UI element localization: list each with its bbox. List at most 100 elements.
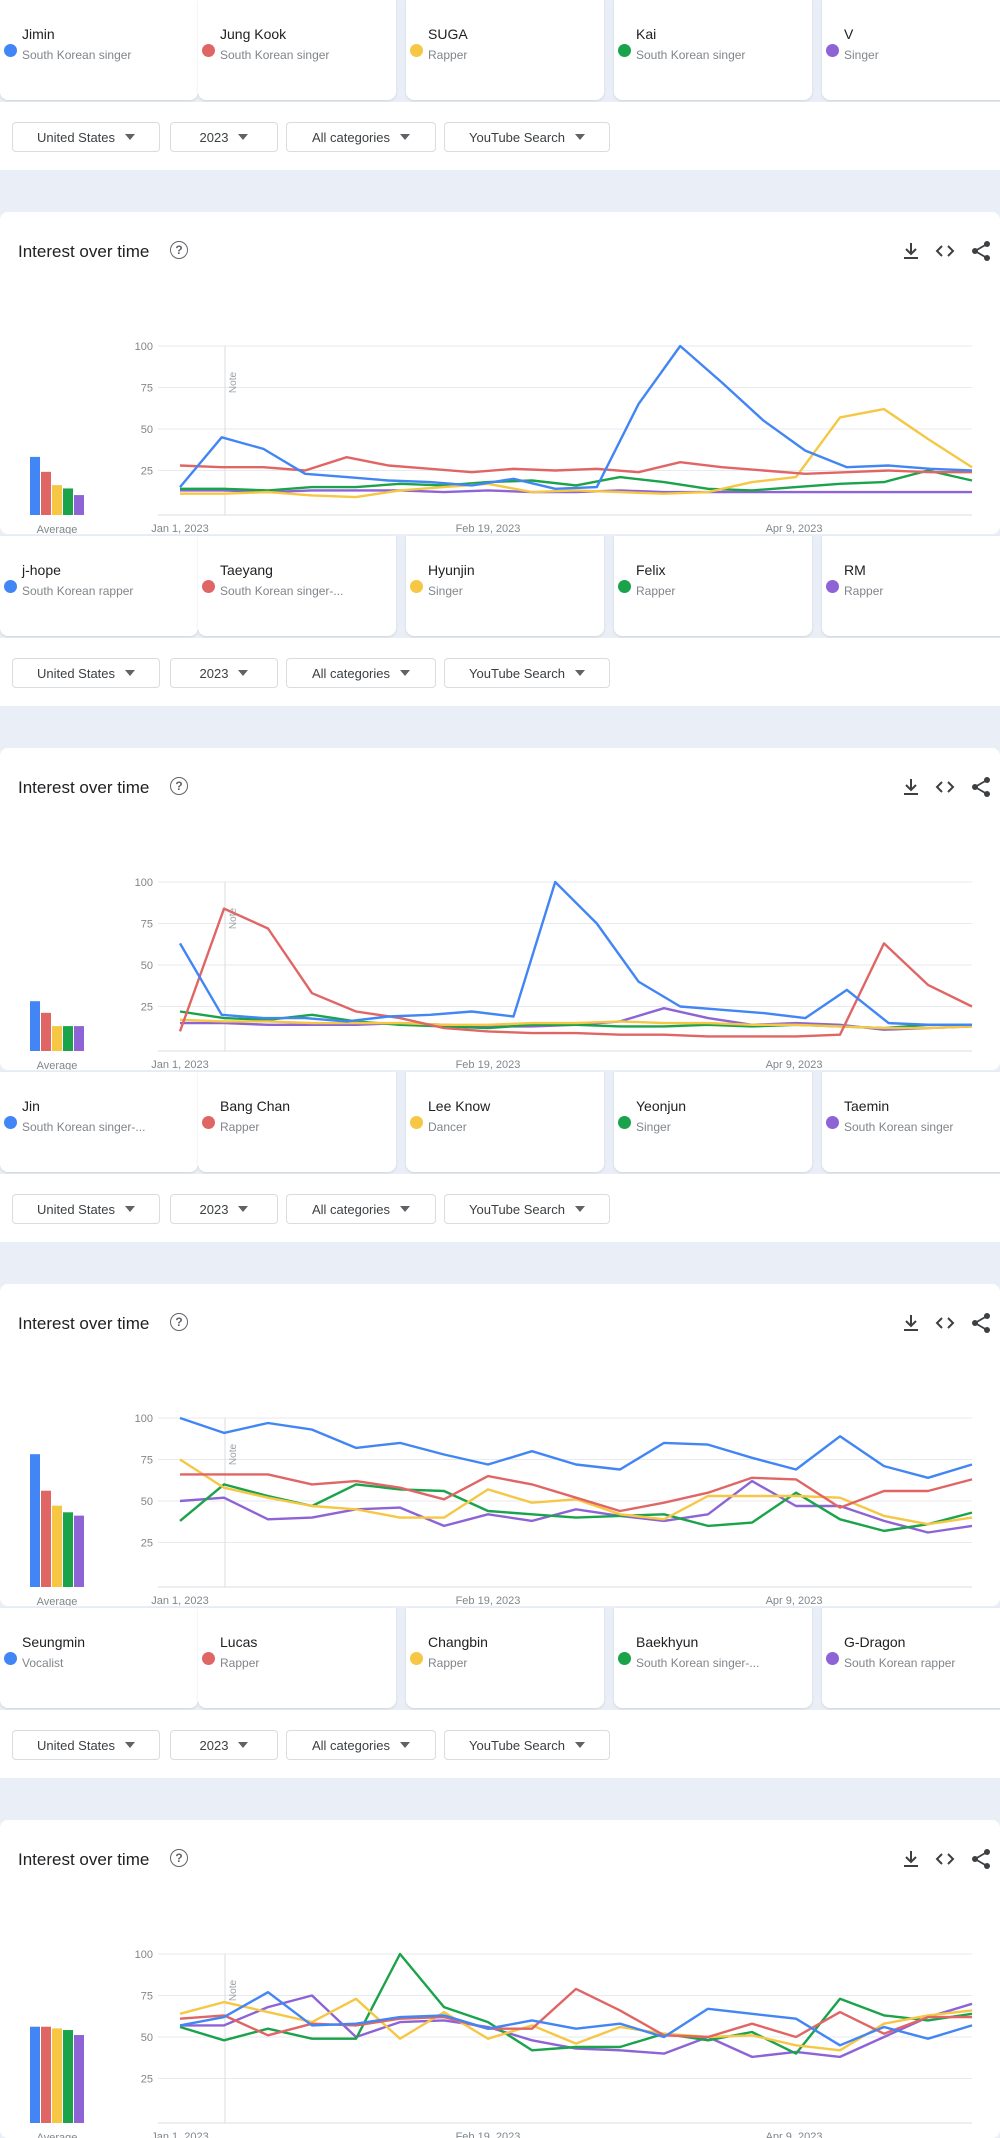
term-card[interactable]: Lucas Rapper [198, 1608, 396, 1708]
term-card[interactable]: Changbin Rapper [406, 1608, 604, 1708]
help-icon[interactable]: ? [170, 1313, 188, 1331]
region-dropdown[interactable]: United States [12, 122, 160, 152]
term-card[interactable]: Hyunjin Singer [406, 536, 604, 636]
caret-down-icon [400, 134, 411, 140]
year-dropdown-label: 2023 [199, 665, 229, 681]
term-name: Seungmin [22, 1634, 86, 1650]
embed-icon[interactable] [934, 240, 956, 262]
interest-chart: 100 75 50 25 Note Jan 1, 2023 Feb 19, 2023 Apr … [30, 877, 973, 1070]
y-tick-label: 75 [141, 1455, 153, 1467]
filter-bar: United States 2023 All categories YouTube S… [0, 102, 1000, 170]
note-label: Note [228, 372, 239, 394]
x-tick-label: Jan 1, 2023 [151, 1059, 209, 1070]
term-card[interactable]: Baekhyun South Korean singer-... [614, 1608, 812, 1708]
share-icon[interactable] [970, 1848, 992, 1870]
help-icon[interactable]: ? [170, 777, 188, 795]
term-card[interactable]: Yeonjun Singer [614, 1072, 812, 1172]
source-dropdown[interactable]: YouTube Search [444, 658, 610, 688]
series-line [179, 1416, 973, 1480]
term-card[interactable]: Jung Kook South Korean singer [198, 0, 396, 100]
series-line [179, 455, 972, 475]
caret-down-icon [125, 134, 136, 140]
source-dropdown[interactable]: YouTube Search [444, 122, 610, 152]
y-tick-label: 75 [141, 1991, 153, 2003]
category-dropdown[interactable]: All categories [286, 658, 436, 688]
source-dropdown[interactable]: YouTube Search [444, 1194, 610, 1224]
series-line [179, 1952, 973, 2055]
term-bar-group: Jin South Korean singer-... Bang Chan Rappe… [0, 1072, 1000, 1174]
term-card[interactable]: Lee Know Dancer [406, 1072, 604, 1172]
term-subtitle: South Korean singer-... [22, 1120, 146, 1134]
term-card[interactable]: RM Rapper [822, 536, 1000, 636]
term-card[interactable]: V Singer [822, 0, 1000, 100]
category-dropdown[interactable]: All categories [286, 122, 436, 152]
term-subtitle: Singer [844, 48, 879, 62]
year-dropdown-label: 2023 [199, 1201, 229, 1217]
embed-icon[interactable] [934, 776, 956, 798]
term-card[interactable]: Jin South Korean singer-... [0, 1072, 198, 1172]
term-card[interactable]: j-hope South Korean rapper [0, 536, 198, 636]
caret-down-icon [574, 134, 585, 140]
average-bar [52, 1026, 62, 1051]
share-icon[interactable] [970, 240, 992, 262]
embed-icon[interactable] [934, 1848, 956, 1870]
term-subtitle: South Korean singer [220, 48, 330, 62]
series-line [178, 880, 972, 1026]
term-subtitle: Singer [636, 1120, 671, 1134]
average-bar [41, 1490, 51, 1587]
year-dropdown[interactable]: 2023 [170, 1194, 278, 1224]
term-subtitle: South Korean singer-... [636, 1656, 760, 1670]
embed-icon[interactable] [934, 1312, 956, 1334]
interest-card: Interest over time? 100 75 50 25 Note Jan 1, 2… [0, 1284, 1000, 1606]
help-icon[interactable]: ? [170, 1849, 188, 1867]
term-card[interactable]: Bang Chan Rapper [198, 1072, 396, 1172]
year-dropdown[interactable]: 2023 [170, 122, 278, 152]
term-card[interactable]: Kai South Korean singer [614, 0, 812, 100]
term-card[interactable]: Jimin South Korean singer [0, 0, 198, 100]
average-bar [74, 495, 84, 515]
term-card[interactable]: Taemin South Korean singer [822, 1072, 1000, 1172]
series-color-dot [618, 580, 631, 593]
share-icon[interactable] [970, 1312, 992, 1334]
download-icon[interactable] [900, 240, 922, 262]
term-card[interactable]: Felix Rapper [614, 536, 812, 636]
term-name: Bang Chan [220, 1098, 291, 1114]
term-card[interactable]: Seungmin Vocalist [0, 1608, 198, 1708]
term-subtitle: Rapper [428, 48, 468, 62]
series-line [179, 1458, 973, 1526]
year-dropdown[interactable]: 2023 [170, 1730, 278, 1760]
term-subtitle: Rapper [428, 1656, 468, 1670]
series-color-dot [202, 580, 215, 593]
average-bar [63, 1512, 73, 1587]
term-card[interactable]: Taeyang South Korean singer-... [198, 536, 396, 636]
x-tick-label: Jan 1, 2023 [151, 1595, 209, 1606]
term-name: Yeonjun [636, 1098, 687, 1114]
region-dropdown[interactable]: United States [12, 658, 160, 688]
term-card[interactable]: G-Dragon South Korean rapper [822, 1608, 1000, 1708]
term-card[interactable]: SUGA Rapper [406, 0, 604, 100]
caret-down-icon [238, 670, 249, 676]
average-bar [41, 1012, 51, 1051]
category-dropdown[interactable]: All categories [286, 1194, 436, 1224]
y-tick-label: 100 [135, 341, 153, 353]
term-name: Hyunjin [428, 562, 475, 578]
caret-down-icon [574, 1206, 585, 1212]
download-icon[interactable] [900, 1312, 922, 1334]
term-name: j-hope [22, 562, 61, 578]
year-dropdown[interactable]: 2023 [170, 658, 278, 688]
download-icon[interactable] [900, 776, 922, 798]
y-tick-label: 50 [141, 2032, 153, 2044]
region-dropdown[interactable]: United States [12, 1730, 160, 1760]
series-line [179, 1018, 973, 1030]
source-dropdown[interactable]: YouTube Search [444, 1730, 610, 1760]
card-title: Interest over time [18, 1314, 150, 1333]
share-icon[interactable] [970, 776, 992, 798]
term-subtitle: Dancer [428, 1120, 467, 1134]
category-dropdown[interactable]: All categories [286, 1730, 436, 1760]
region-dropdown[interactable]: United States [12, 1194, 160, 1224]
series-color-dot [826, 580, 839, 593]
term-subtitle: South Korean singer [22, 48, 132, 62]
download-icon[interactable] [900, 1848, 922, 1870]
help-icon[interactable]: ? [170, 241, 188, 259]
series-line [179, 1990, 973, 2047]
